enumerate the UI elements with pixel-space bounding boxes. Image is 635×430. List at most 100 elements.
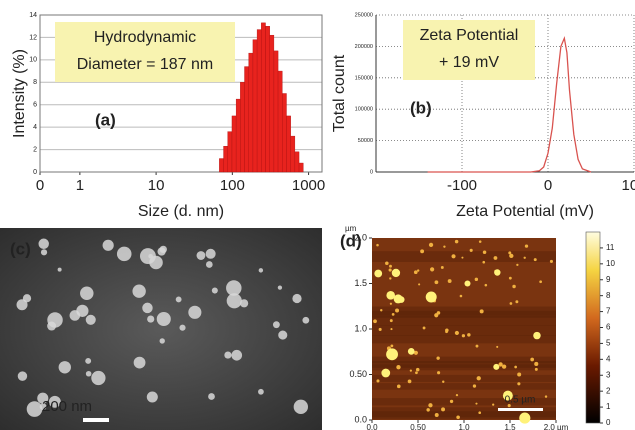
bar [257, 30, 261, 172]
particle [292, 294, 301, 303]
particle [86, 371, 92, 377]
afm-feature [483, 250, 487, 254]
afm-feature [525, 245, 528, 248]
afm-feature [535, 368, 538, 371]
figure: 0246810121401101001000HydrodynamicDiamet… [0, 0, 635, 430]
afm-feature [417, 269, 419, 271]
y-tick-label: 0 [33, 169, 37, 176]
colorbar-tick-label: 4 [606, 354, 611, 363]
afm-feature [539, 280, 542, 283]
afm-feature [408, 348, 415, 355]
x-tick-label: 0 [36, 177, 44, 194]
x-tick-label: 0 [544, 177, 552, 194]
y-tick-label: 10 [29, 57, 37, 64]
afm-feature [493, 364, 499, 370]
y-tick-label: 200000 [355, 44, 373, 50]
x-tick-label: 10 [148, 177, 165, 194]
afm-feature [467, 333, 470, 336]
particle [206, 261, 213, 268]
y-tick-label: 12 [29, 34, 37, 41]
afm-feature [456, 394, 458, 396]
afm-feature [376, 244, 379, 247]
bar [274, 51, 278, 172]
afm-feature [502, 364, 506, 368]
particle [76, 305, 88, 317]
particle [176, 297, 182, 303]
afm-feature [492, 403, 494, 405]
colorbar-tick-label: 0 [606, 418, 611, 427]
particle [294, 400, 308, 414]
afm-streak [372, 306, 556, 315]
afm-feature [451, 254, 455, 258]
particle [259, 268, 263, 272]
y-tick-label: 1.5 [354, 278, 367, 288]
afm-feature [381, 369, 390, 378]
afm-feature [374, 270, 382, 278]
x-tick-label: 1000 [292, 177, 325, 194]
y-tick-label: 150000 [355, 75, 373, 81]
particle [208, 393, 215, 400]
particle [273, 321, 280, 328]
x-tick-label: 100 [220, 177, 245, 194]
afm-feature [390, 319, 393, 322]
afm-feature [408, 380, 412, 384]
bar [232, 116, 236, 172]
afm-feature [426, 292, 437, 303]
y-axis-label: Total count [331, 54, 348, 132]
afm-feature [443, 246, 445, 248]
afm-feature [534, 258, 537, 261]
particle [227, 293, 242, 308]
bar [219, 159, 223, 172]
bar [228, 132, 232, 172]
afm-feature [395, 308, 399, 312]
afm-streak [372, 325, 556, 335]
x-tick-label: 1.5 [504, 423, 516, 430]
x-axis-label: Zeta Potential (mV) [456, 203, 594, 220]
afm-streak [372, 251, 556, 262]
annotation: Zeta Potential [420, 27, 519, 44]
particle [302, 317, 309, 324]
y-tick-label: 1.0 [354, 323, 367, 333]
particle [231, 350, 242, 361]
x-tick-label: 1.0 [458, 423, 470, 430]
afm-feature [476, 345, 479, 348]
afm-feature [441, 266, 444, 269]
afm-feature [455, 331, 459, 335]
afm-feature [477, 376, 481, 380]
afm-feature [389, 268, 392, 271]
afm-feature [392, 313, 395, 316]
afm-feature [461, 257, 463, 259]
x-tick-label: 0.50 [410, 423, 426, 430]
particle [160, 338, 165, 343]
afm-feature [420, 249, 424, 253]
y-tick-label: 14 [29, 12, 37, 19]
afm-feature [509, 254, 513, 258]
afm-feature [429, 243, 433, 247]
particle [103, 240, 114, 251]
afm-streak [372, 316, 556, 326]
colorbar-tick-label: 1 [606, 402, 611, 411]
particle [91, 371, 105, 385]
y-axis-label: Intensity (%) [11, 49, 28, 138]
bar [253, 40, 257, 172]
afm-feature [517, 382, 520, 385]
particle [41, 249, 47, 255]
particle [149, 256, 163, 270]
particle [278, 285, 282, 289]
y-tick-label: 0.50 [349, 369, 367, 379]
annotation: Diameter = 187 nm [77, 56, 214, 73]
y-tick-label: 50000 [358, 138, 373, 144]
particle [206, 249, 216, 259]
afm-feature [455, 240, 458, 243]
afm-feature [456, 416, 460, 420]
particle [18, 371, 27, 380]
colorbar-tick-label: 3 [606, 370, 611, 379]
afm-feature [410, 369, 412, 371]
afm-feature [515, 300, 518, 303]
afm-feature [509, 277, 512, 280]
afm-feature [394, 294, 403, 303]
particle [80, 287, 93, 300]
bar [261, 23, 265, 172]
afm-feature [441, 407, 445, 411]
particle [38, 239, 48, 249]
